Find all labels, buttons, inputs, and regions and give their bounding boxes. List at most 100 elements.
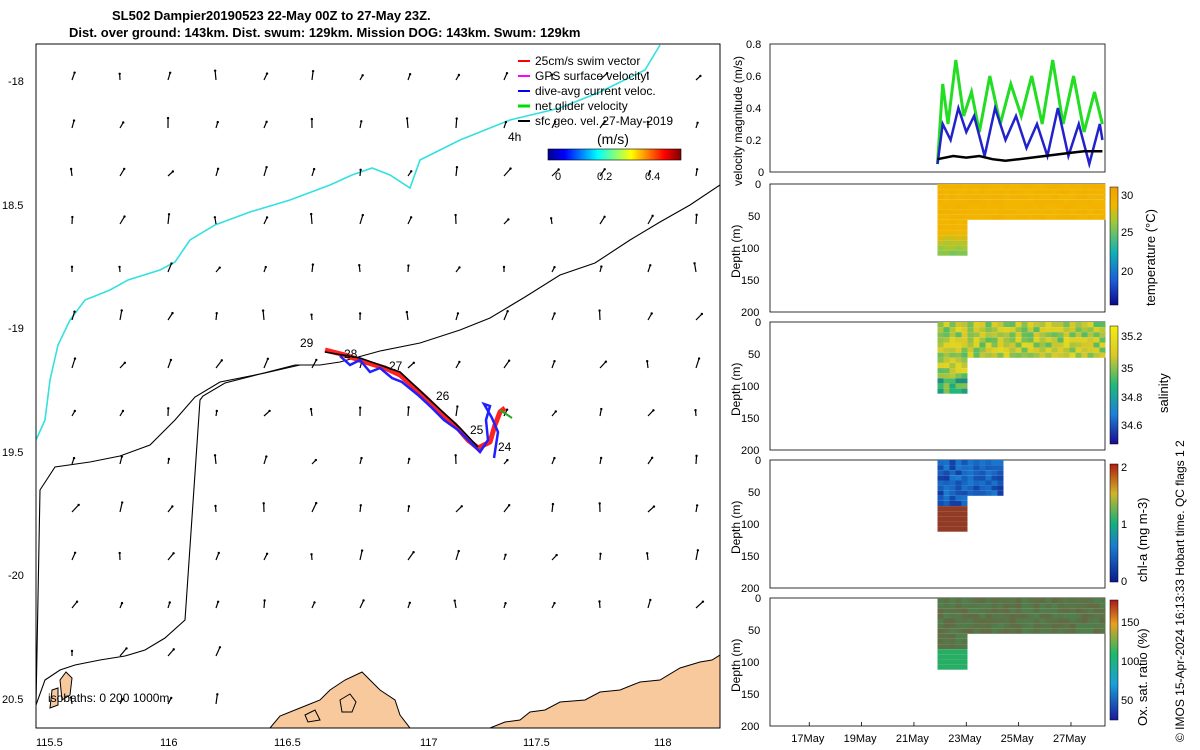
section-cell xyxy=(979,322,986,328)
section-cell xyxy=(949,342,956,348)
section-cell xyxy=(961,644,968,650)
section-cell xyxy=(949,204,956,210)
section-cell xyxy=(937,480,944,486)
depth-tick: 0 xyxy=(755,593,761,605)
section-cell xyxy=(955,480,962,486)
section-cell xyxy=(991,337,998,343)
surface-arrow-head xyxy=(408,72,412,76)
surface-arrow xyxy=(503,504,510,513)
section-cell xyxy=(997,199,1004,205)
section-cell xyxy=(979,608,986,614)
section-cell xyxy=(1057,628,1064,634)
section-cell xyxy=(985,204,992,210)
section-cell xyxy=(1093,623,1100,629)
section-cell xyxy=(973,460,980,466)
section-cell xyxy=(1081,352,1088,358)
section-cell xyxy=(1033,199,1040,205)
section-cell xyxy=(961,332,968,338)
section-cell xyxy=(1093,184,1100,190)
section-cell xyxy=(979,623,986,629)
section-cell xyxy=(961,633,968,639)
time-tick-label: 21May xyxy=(896,733,930,745)
surface-arrow-head xyxy=(504,553,507,556)
chla-section xyxy=(937,460,1004,532)
section-cell xyxy=(1015,337,1022,343)
section-cell xyxy=(967,194,974,200)
section-cell xyxy=(961,623,968,629)
section-cell xyxy=(1015,189,1022,195)
depth-tick: 150 xyxy=(741,275,759,287)
section-cell xyxy=(991,608,998,614)
depth-tick: 100 xyxy=(741,381,759,393)
surface-arrow-head xyxy=(650,456,654,460)
section-cell xyxy=(961,327,968,333)
section-cell xyxy=(1057,209,1064,215)
surface-arrow-head xyxy=(220,359,223,362)
temperature-cbar-label: temperature (°C) xyxy=(1143,209,1158,306)
section-cell xyxy=(997,623,1004,629)
surface-arrow xyxy=(119,216,126,225)
section-cell xyxy=(979,342,986,348)
section-cell xyxy=(949,633,956,639)
section-cell xyxy=(937,199,944,205)
surface-arrow xyxy=(647,409,654,417)
section-cell xyxy=(943,250,950,256)
surface-arrow-head xyxy=(265,552,269,556)
chla-cbar-label: chl-a (mg m-3) xyxy=(1135,497,1150,582)
section-cell xyxy=(961,618,968,624)
section-cell xyxy=(997,618,1004,624)
depth-tick: 50 xyxy=(748,211,760,223)
section-cell xyxy=(1081,332,1088,338)
section-cell xyxy=(979,214,986,220)
section-cell xyxy=(1075,199,1082,205)
surface-arrow xyxy=(167,72,171,81)
section-cell xyxy=(955,347,962,353)
section-cell xyxy=(937,623,944,629)
surface-arrow-head xyxy=(598,600,601,603)
section-cell xyxy=(1057,184,1064,190)
section-cell xyxy=(979,352,986,358)
section-cell xyxy=(949,603,956,609)
section-cell xyxy=(1033,342,1040,348)
section-cell xyxy=(937,485,944,491)
legend-label: net glider velocity xyxy=(535,99,628,113)
section-cell xyxy=(1093,608,1100,614)
velocity-series xyxy=(936,59,1104,169)
surface-arrow xyxy=(167,312,173,321)
section-cell xyxy=(1063,204,1070,210)
section-cell xyxy=(949,214,956,220)
section-cell xyxy=(1075,598,1082,604)
section-cell xyxy=(943,644,950,650)
section-cell xyxy=(997,327,1004,333)
section-cell xyxy=(1033,327,1040,333)
section-cell xyxy=(973,608,980,614)
section-cell xyxy=(1003,209,1010,215)
surface-arrow-head xyxy=(549,217,553,220)
section-cell xyxy=(1075,327,1082,333)
section-cell xyxy=(943,649,950,655)
section-cell xyxy=(1021,209,1028,215)
surface-arrow-head xyxy=(72,119,76,122)
section-cell xyxy=(1027,608,1034,614)
surface-arrow xyxy=(359,214,364,225)
section-cell xyxy=(1021,199,1028,205)
section-cell xyxy=(973,603,980,609)
section-cell xyxy=(943,526,950,532)
section-cell xyxy=(955,225,962,231)
section-cell xyxy=(937,327,944,333)
section-cell xyxy=(949,659,956,665)
section-cell xyxy=(1099,327,1106,333)
section-cell xyxy=(1075,194,1082,200)
section-cell xyxy=(967,613,974,619)
section-cell xyxy=(1027,598,1034,604)
section-cell xyxy=(1087,603,1094,609)
surface-arrow-head xyxy=(215,409,218,413)
section-cell xyxy=(1003,337,1010,343)
section-cell xyxy=(1069,189,1076,195)
section-cell xyxy=(973,618,980,624)
surface-arrow xyxy=(215,360,223,369)
glider-track xyxy=(324,347,513,459)
section-cell xyxy=(955,327,962,333)
section-cell xyxy=(979,490,986,496)
